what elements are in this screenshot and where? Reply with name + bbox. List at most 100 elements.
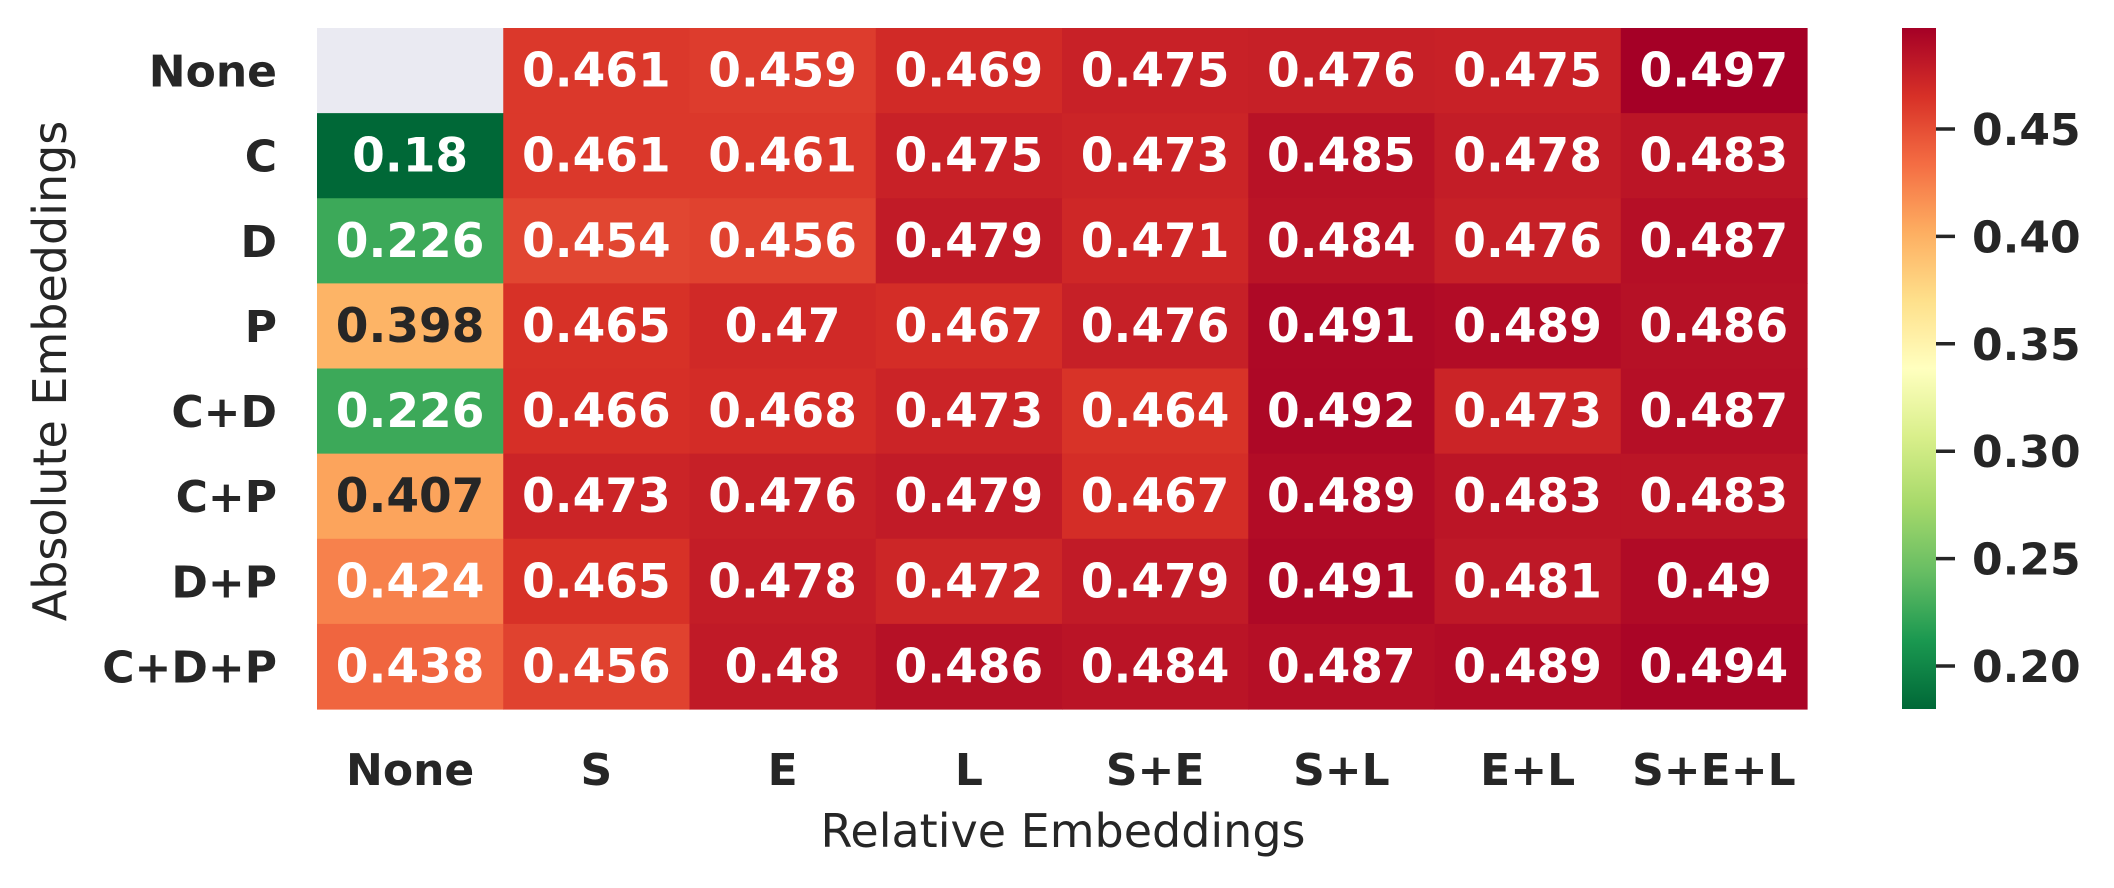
heatmap-cell-label: 0.473 [1081,129,1230,184]
heatmap-cell [1248,28,1436,114]
heatmap-cell [689,453,877,540]
heatmap-cell [1062,623,1249,710]
heatmap-cell-label: 0.47 [725,299,841,354]
heatmap-cell [503,113,691,199]
heatmap-cell-label: 0.478 [708,554,857,609]
heatmap-cell-label: 0.483 [1640,129,1789,184]
heatmap-cell [689,283,877,370]
heatmap-cell [875,198,1063,284]
heatmap-cell-label: 0.454 [522,214,671,269]
heatmap-cell-label: 0.466 [522,384,671,439]
heatmap-cell-labels: 0.461 0.459 0.469 0.475 0.476 0.475 0.497 0.18 0… [336,44,1788,695]
heatmap-cell-label: 0.491 [1267,554,1416,609]
heatmap-cell [689,113,877,199]
heatmap-cell [317,538,504,625]
x-tick-label: None [346,745,474,796]
heatmap-cell-label: 0.407 [336,469,485,524]
heatmap-cell-label: 0.467 [1081,469,1230,524]
x-tick-label: S+L [1293,745,1390,796]
heatmap-cell-label: 0.485 [1267,129,1416,184]
heatmap-cell-label: 0.475 [1081,44,1230,99]
heatmap-cell [1248,623,1436,710]
heatmap-cell [689,368,877,455]
heatmap-cell-label: 0.492 [1267,384,1416,439]
heatmap-cell [503,623,691,710]
heatmap-cell [1248,368,1436,455]
colorbar-ticks: 0.20 0.25 0.30 0.35 0.40 0.45 [1936,105,2081,693]
heatmap-cell [317,113,504,199]
heatmap-cell-label: 0.479 [895,214,1044,269]
heatmap-cell [503,368,691,455]
heatmap-cell-label: 0.489 [1453,299,1602,354]
x-tick-label: L [955,745,983,796]
x-axis-tick-labels: None S E L S+E S+L E+L S+E+L [346,745,1796,796]
heatmap-cell-label: 0.475 [895,129,1044,184]
colorbar-tick-label: 0.35 [1972,320,2081,371]
heatmap-cell [689,538,877,625]
heatmap-cell [1434,623,1622,710]
heatmap-cell-label: 0.467 [895,299,1044,354]
heatmap-cell-label: 0.483 [1453,469,1602,524]
heatmap-cell-label: 0.487 [1640,214,1789,269]
heatmap-cell-label: 0.461 [522,44,671,99]
heatmap-cell [1434,28,1622,114]
heatmap-cell [875,368,1063,455]
heatmap-cell-label: 0.476 [1267,44,1416,99]
heatmap-cell-label: 0.489 [1267,469,1416,524]
colorbar: 0.20 0.25 0.30 0.35 0.40 0.45 [1902,28,2081,709]
heatmap-cell-label: 0.479 [1081,554,1230,609]
heatmap-cell [1620,198,1808,284]
heatmap-cell-label: 0.497 [1640,44,1789,99]
heatmap-cell [875,283,1063,370]
heatmap-cell [503,538,691,625]
y-tick-label: C+D [171,387,277,438]
heatmap-cell [875,113,1063,199]
colorbar-tick-label: 0.40 [1972,212,2081,263]
colorbar-tick-label: 0.20 [1972,642,2081,693]
heatmap-cell [1062,198,1249,284]
heatmap-cell-label: 0.469 [895,44,1044,99]
colorbar-tick-label: 0.30 [1972,427,2081,478]
heatmap-cell [317,283,504,370]
heatmap-cell [1434,113,1622,199]
heatmap-cell [1434,538,1622,625]
x-tick-label: E+L [1480,745,1575,796]
heatmap-cell-label: 0.226 [336,214,485,269]
heatmap-cell-label: 0.478 [1453,129,1602,184]
heatmap-cell-label: 0.486 [895,639,1044,694]
heatmap-cell [1062,453,1249,540]
heatmap-cell-label: 0.472 [895,554,1044,609]
heatmap-cell-label: 0.494 [1640,639,1789,694]
heatmap-cell-label: 0.473 [1453,384,1602,439]
heatmap-cell [1620,113,1808,199]
heatmap-cell [317,28,504,114]
y-tick-label: C+P [176,472,277,523]
y-axis-tick-labels: None CDP C+D C+P D+P C+D+P [102,47,277,694]
heatmap-cell-label: 0.465 [522,299,671,354]
heatmap-cell-label: 0.459 [708,44,857,99]
heatmap-cell-label: 0.424 [336,554,485,609]
heatmap-cell [1434,368,1622,455]
heatmap-cell [1434,283,1622,370]
heatmap-cell [1620,28,1808,114]
heatmap-cell [503,28,691,114]
heatmap-cells [317,28,1808,710]
heatmap-cell-label: 0.464 [1081,384,1230,439]
heatmap-cell [1248,113,1436,199]
colorbar-tick-label: 0.25 [1972,535,2081,586]
heatmap-cell [1248,283,1436,370]
heatmap-cell [1434,453,1622,540]
heatmap-cell [689,198,877,284]
heatmap-cell-label: 0.473 [895,384,1044,439]
heatmap-cell-label: 0.476 [1081,299,1230,354]
heatmap-cell-label: 0.18 [352,129,468,184]
heatmap-cell-label: 0.48 [725,639,841,694]
heatmap-cell-label: 0.475 [1453,44,1602,99]
heatmap-cell [317,198,504,284]
heatmap-cell-label: 0.476 [708,469,857,524]
heatmap-cell [1620,368,1808,455]
heatmap-cell [1620,283,1808,370]
heatmap-cell-label: 0.489 [1453,639,1602,694]
heatmap-cell [1434,198,1622,284]
heatmap-cell-label: 0.487 [1640,384,1789,439]
